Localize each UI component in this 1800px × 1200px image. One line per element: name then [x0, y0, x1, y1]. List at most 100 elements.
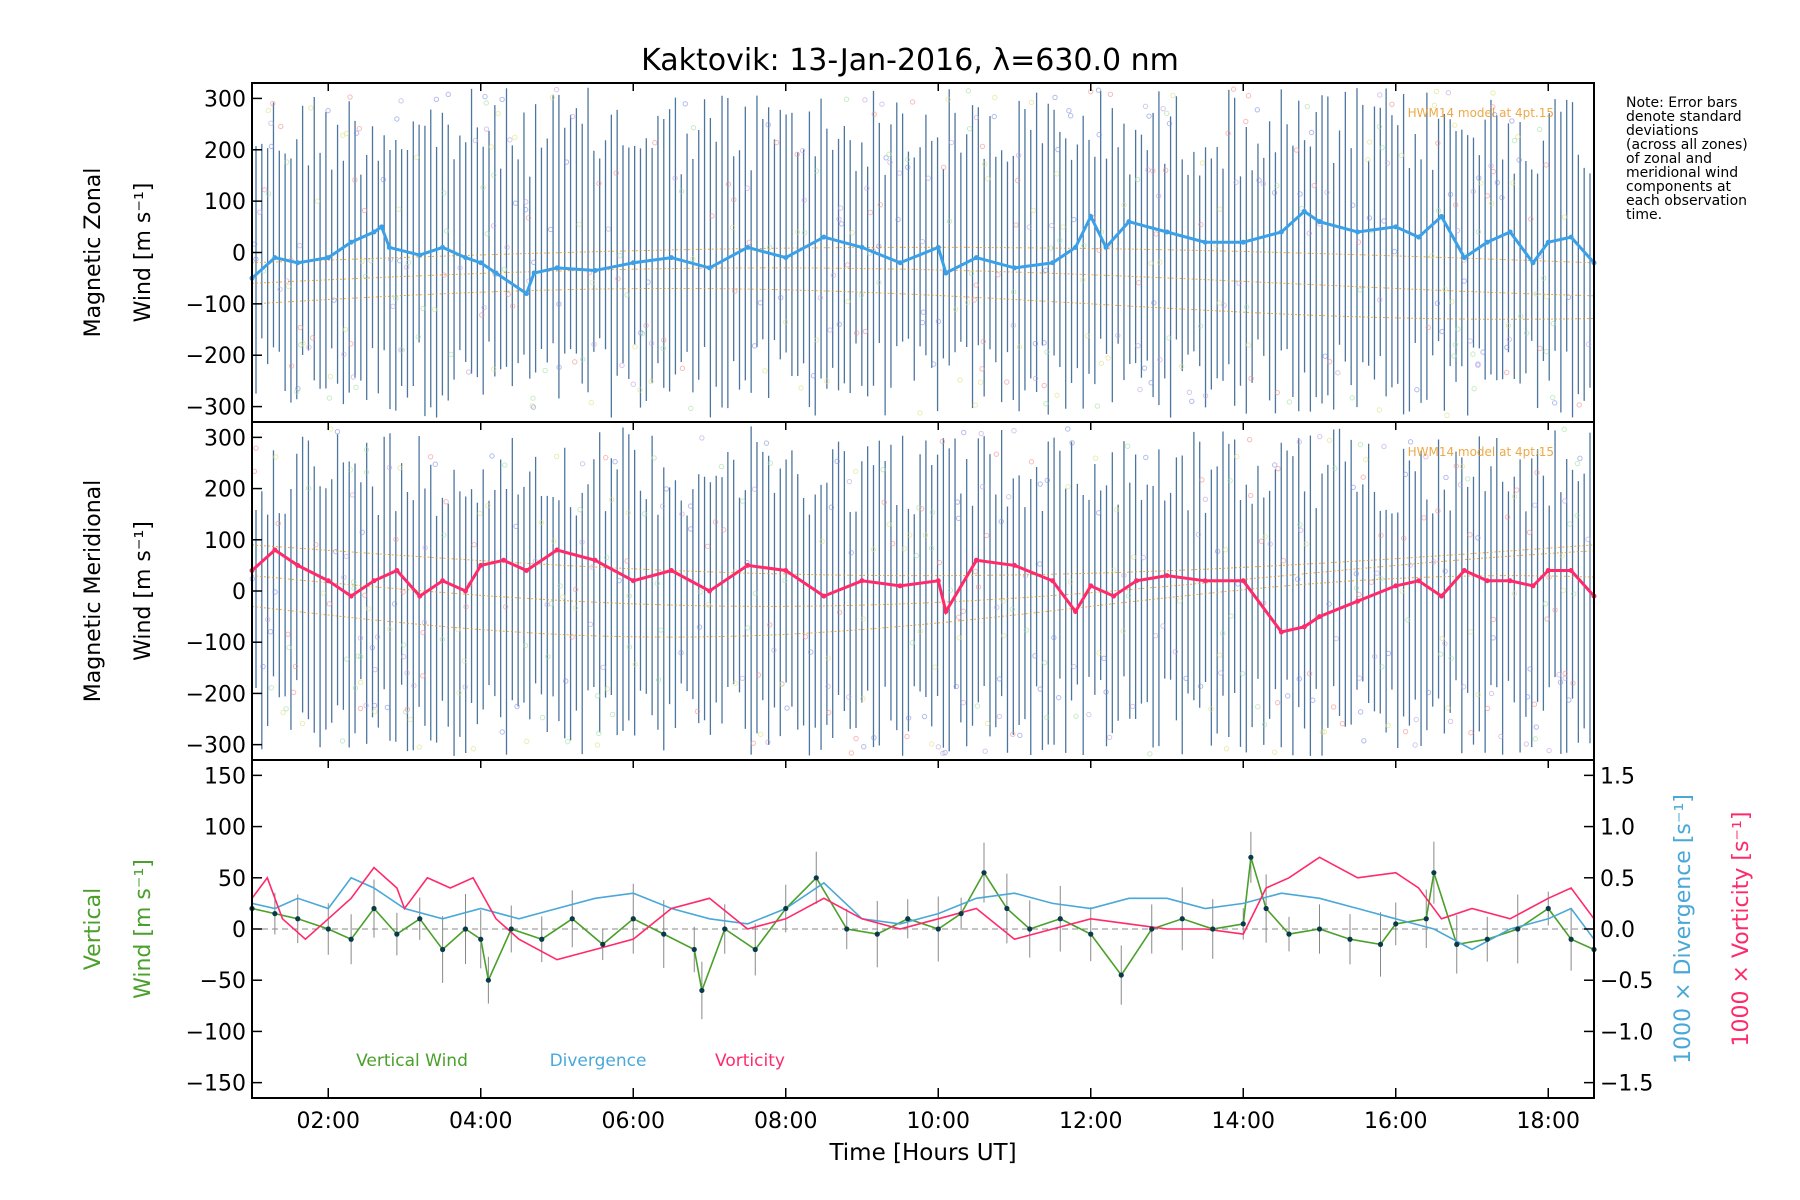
zone-point: [906, 532, 913, 538]
zone-point: [1562, 670, 1568, 677]
zone-point: [1471, 386, 1477, 392]
meridional-wind-point: [1317, 614, 1322, 620]
zone-point: [471, 541, 477, 548]
y-tick-label: −100: [186, 1020, 246, 1045]
zone-point: [1551, 400, 1558, 406]
zone-point: [672, 175, 678, 181]
zone-point: [1256, 177, 1262, 183]
zone-point: [778, 294, 784, 301]
zone-point: [626, 644, 633, 650]
zone-point: [1286, 399, 1293, 405]
zone-point: [854, 330, 860, 336]
zone-point: [932, 664, 938, 670]
zone-point: [1121, 572, 1127, 579]
zone-point: [371, 702, 378, 709]
zone-point: [1511, 493, 1518, 500]
zone-point: [612, 459, 618, 465]
vertical-wind-point: [1248, 854, 1254, 860]
zone-point: [778, 681, 785, 688]
x-tick-label: 10:00: [907, 1109, 970, 1134]
vertical-wind-point: [844, 926, 850, 932]
zone-point: [848, 550, 854, 556]
zone-point: [481, 304, 487, 311]
zone-point: [374, 634, 381, 640]
zone-point: [325, 107, 331, 114]
zone-point: [1147, 751, 1153, 757]
zone-point: [725, 181, 732, 187]
zone-point: [1071, 216, 1077, 223]
zone-point: [1442, 568, 1448, 574]
zone-point: [1260, 181, 1267, 187]
zone-point: [1143, 454, 1149, 461]
vorticity-axis-label: 1000 × Vorticity [s⁻¹]: [1729, 812, 1754, 1047]
zone-point: [594, 693, 601, 699]
meridional-wind-point: [668, 568, 674, 574]
x-tick-label: 14:00: [1212, 1109, 1275, 1134]
zone-point: [929, 509, 936, 515]
zone-point: [359, 258, 365, 265]
zone-point: [1310, 697, 1316, 703]
zone-point: [306, 344, 312, 350]
zone-point: [368, 257, 374, 264]
zone-point: [1129, 703, 1136, 710]
zone-point: [1113, 507, 1120, 513]
zone-point: [363, 469, 370, 475]
zone-point: [1357, 441, 1364, 448]
zone-point: [810, 373, 817, 379]
zone-point: [688, 405, 694, 412]
zone-point: [877, 202, 883, 208]
zone-point: [1504, 344, 1510, 351]
vertical-wind-point: [1118, 972, 1124, 978]
zonal-wind-point: [1240, 239, 1246, 245]
zone-point: [295, 385, 301, 392]
zone-point: [867, 209, 874, 216]
zone-point: [1484, 193, 1491, 199]
zone-point: [404, 706, 411, 713]
vertical-wind-point: [1347, 936, 1353, 942]
zone-point: [596, 180, 602, 186]
zone-point: [1414, 386, 1420, 393]
figure-title: Kaktovik: 13-Jan-2016, λ=630.0 nm: [641, 43, 1179, 78]
zone-point: [1011, 428, 1017, 434]
zone-point: [1148, 379, 1154, 386]
zone-point: [339, 738, 346, 744]
zonal-wind-point: [1355, 229, 1361, 235]
vertical-wind-point: [1545, 905, 1551, 912]
zone-point: [972, 568, 979, 575]
zone-point: [445, 91, 451, 98]
zone-point: [347, 467, 354, 473]
zone-point: [1490, 616, 1497, 623]
zone-point: [1544, 616, 1550, 622]
zone-point: [799, 147, 806, 154]
zone-point: [400, 654, 407, 660]
zone-point: [327, 426, 334, 432]
vertical-wind-point: [1484, 936, 1490, 942]
zone-point: [690, 124, 697, 131]
zone-point: [1549, 394, 1556, 401]
zone-point: [362, 592, 368, 598]
meridional-wind-point: [1507, 578, 1513, 584]
zone-point: [1457, 482, 1464, 488]
zone-point: [1541, 275, 1547, 281]
zone-point: [1041, 340, 1047, 346]
zone-point: [589, 564, 595, 570]
zone-point: [1439, 328, 1445, 335]
zone-point: [1030, 207, 1037, 214]
zone-point: [482, 93, 488, 100]
zone-point: [1488, 163, 1494, 169]
zone-point: [1261, 721, 1268, 728]
zone-point: [507, 137, 513, 143]
zone-point: [1245, 93, 1252, 99]
x-tick-label: 16:00: [1364, 1109, 1427, 1134]
zone-point: [617, 252, 623, 259]
zone-point: [326, 601, 333, 607]
zone-point: [1357, 287, 1363, 293]
zone-point: [1523, 330, 1530, 336]
meridional-wind-point: [1278, 629, 1284, 635]
zone-point: [1453, 202, 1459, 208]
zone-point: [864, 185, 870, 191]
zone-point: [1527, 666, 1533, 672]
zone-point: [1208, 706, 1214, 712]
right-y-tick-label: −1.0: [1600, 1020, 1653, 1045]
zone-point: [431, 306, 438, 313]
